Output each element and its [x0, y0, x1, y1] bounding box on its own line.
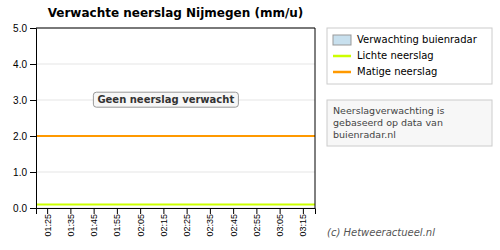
legend-swatch [333, 55, 351, 58]
info-text-line: buienradar.nl [333, 129, 396, 140]
x-tick-mark [233, 208, 234, 214]
x-tick-mark [47, 208, 48, 214]
x-tick-mark [280, 208, 281, 214]
annotation-box [93, 92, 238, 107]
x-tick-label: 02:45 [229, 214, 239, 237]
x-tick: 02:35 [205, 208, 215, 237]
marks [36, 136, 315, 204]
x-tick-mark [303, 208, 304, 214]
x-tick: 02:05 [136, 208, 146, 237]
grid-line [36, 172, 315, 173]
info-frame [327, 100, 492, 146]
y-tick-mark [30, 100, 36, 101]
x-tick-label: 02:15 [159, 214, 169, 237]
chart: 01:25 01:35 01:45 01:55 02:05 02:15 02:25 02:35… [0, 0, 500, 250]
x-tick: 01:55 [112, 208, 122, 237]
y-tick-mark [30, 136, 36, 137]
reference-line [36, 135, 315, 137]
x-tick: 03:05 [275, 208, 285, 237]
x-tick-label: 01:25 [43, 214, 53, 237]
y-tick-label: 3.0 [13, 95, 27, 106]
title: Verwachte neerslag Nijmegen (mm/u) [48, 6, 304, 20]
x-tick-label: 01:35 [66, 214, 76, 237]
x-tick: 03:15 [298, 208, 308, 237]
y-tick-mark [30, 208, 36, 209]
x-tick-label: 01:55 [112, 214, 122, 237]
legend-label: Matige neerslag [357, 66, 437, 77]
y-tick-mark [30, 172, 36, 173]
plot: 01:25 01:35 01:45 01:55 02:05 02:15 02:25 02:35… [13, 23, 315, 237]
annotation-text: Geen neerslag verwacht [97, 94, 234, 105]
legend-swatch [333, 71, 351, 74]
y-tick: 5.0 [13, 23, 36, 34]
x-axis: 01:25 01:35 01:45 01:55 02:05 02:15 02:25 02:35… [37, 208, 316, 237]
x-tick-label: 02:25 [182, 214, 192, 237]
x-tick-mark [70, 208, 71, 214]
y-tick: 4.0 [13, 59, 36, 70]
info-text-line: gebaseerd op data van [333, 117, 443, 128]
x-tick-mark [140, 208, 141, 214]
y-tick-label: 1.0 [13, 167, 27, 178]
legend-swatch [333, 35, 351, 45]
x-tick-mark [210, 208, 211, 214]
frame [36, 28, 315, 29]
grid-line [36, 28, 315, 29]
x-tick: 02:15 [159, 208, 169, 237]
x-tick-label: 01:45 [89, 214, 99, 237]
y-tick-label: 5.0 [13, 23, 27, 34]
grid [36, 28, 315, 208]
x-tick-label: 03:05 [275, 214, 285, 237]
x-tick-label: 02:35 [205, 214, 215, 237]
y-axis: 0.0 1.0 2.0 3.0 4.0 5.0 [13, 23, 36, 214]
x-tick-mark [187, 208, 188, 214]
x-tick: 02:25 [182, 208, 192, 237]
legend-label: Verwachting buienradar [357, 34, 478, 45]
y-tick-mark [30, 64, 36, 65]
x-tick: 02:55 [252, 208, 262, 237]
y-tick: 3.0 [13, 95, 36, 106]
x-tick-label: 03:15 [298, 214, 308, 237]
x-tick-label: 02:55 [252, 214, 262, 237]
x-tick: 01:25 [43, 208, 53, 237]
legend-label: Lichte neerslag [357, 50, 434, 61]
credit: (c) Hetweeractueel.nl [327, 227, 435, 238]
legend: Verwachting buienradar Lichte neerslag Mat… [327, 28, 492, 84]
y-tick-label: 0.0 [13, 203, 27, 214]
y-tick: 1.0 [13, 167, 36, 178]
x-tick: 01:35 [66, 208, 76, 237]
x-axis-line [37, 209, 316, 215]
x-tick-mark [256, 208, 257, 214]
info-text-line: Neerslagverwachting is [333, 105, 444, 116]
grid-line [36, 64, 315, 65]
y-tick: 2.0 [13, 131, 36, 142]
x-tick: 01:45 [89, 208, 99, 237]
grid-line [36, 136, 315, 137]
x-tick-mark [117, 208, 118, 214]
frame [315, 28, 316, 208]
y-tick-mark [30, 28, 36, 29]
y-tick: 0.0 [13, 203, 36, 214]
y-axis-line [30, 29, 37, 209]
y-tick-label: 4.0 [13, 59, 27, 70]
x-tick-mark [94, 208, 95, 214]
legend-frame [327, 28, 492, 84]
reference-line [36, 203, 315, 205]
x-tick-label: 02:05 [136, 214, 146, 237]
x-tick-mark [163, 208, 164, 214]
x-tick: 02:45 [229, 208, 239, 237]
info-box: Neerslagverwachting isgebaseerd op data … [327, 100, 492, 146]
y-tick-label: 2.0 [13, 131, 27, 142]
annotation: Geen neerslag verwacht [93, 92, 238, 107]
info-text: Neerslagverwachting isgebaseerd op data … [333, 105, 444, 140]
